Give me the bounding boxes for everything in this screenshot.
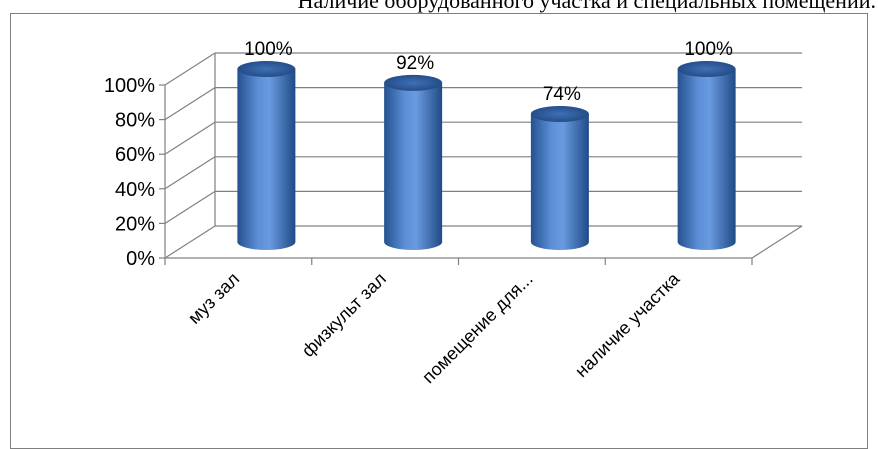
floor-right-edge [751, 225, 803, 259]
y-tick-label: 80% [115, 110, 155, 132]
bar: 74% [530, 84, 589, 250]
data-label: 100% [244, 39, 293, 60]
y-axis: 0% 20% 40% 60% 80% 100% [104, 75, 165, 270]
bar-body [237, 69, 296, 250]
bar-body [384, 82, 443, 250]
bar-body [677, 69, 736, 250]
gridline-side [164, 87, 216, 121]
gridline-side [164, 225, 216, 259]
x-axis: муз зал физкульт зал помещение для... налич… [164, 258, 753, 387]
bar-top [530, 105, 589, 122]
y-tick-label: 40% [115, 179, 155, 201]
gridline-side [164, 52, 216, 86]
gridline-side [164, 190, 216, 224]
bar-body [530, 113, 589, 250]
x-tick-label: наличие участка [571, 268, 684, 381]
gridline-side [164, 156, 216, 190]
y-tick-label: 0% [126, 248, 155, 270]
x-tick-label: физкульт зал [298, 269, 390, 361]
bar-top [677, 61, 736, 77]
chart-title: Наличие оборудованного участка и специал… [297, 0, 876, 13]
data-label: 100% [684, 39, 733, 60]
data-label: 74% [543, 84, 581, 105]
bar: 100% [677, 39, 736, 250]
bar-top [384, 74, 443, 91]
x-tick-label: помещение для... [418, 269, 536, 387]
bar-top [237, 61, 296, 77]
y-tick-label: 60% [115, 144, 155, 166]
y-tick-label: 20% [115, 213, 155, 235]
data-label: 92% [396, 53, 434, 74]
bar: 92% [384, 53, 443, 250]
gridline-side [164, 121, 216, 155]
bar: 100% [237, 39, 296, 250]
x-tick-label: муз зал [184, 269, 243, 328]
y-tick-label: 100% [104, 75, 155, 97]
bars: 100% 92% 74% 100% [237, 39, 736, 250]
